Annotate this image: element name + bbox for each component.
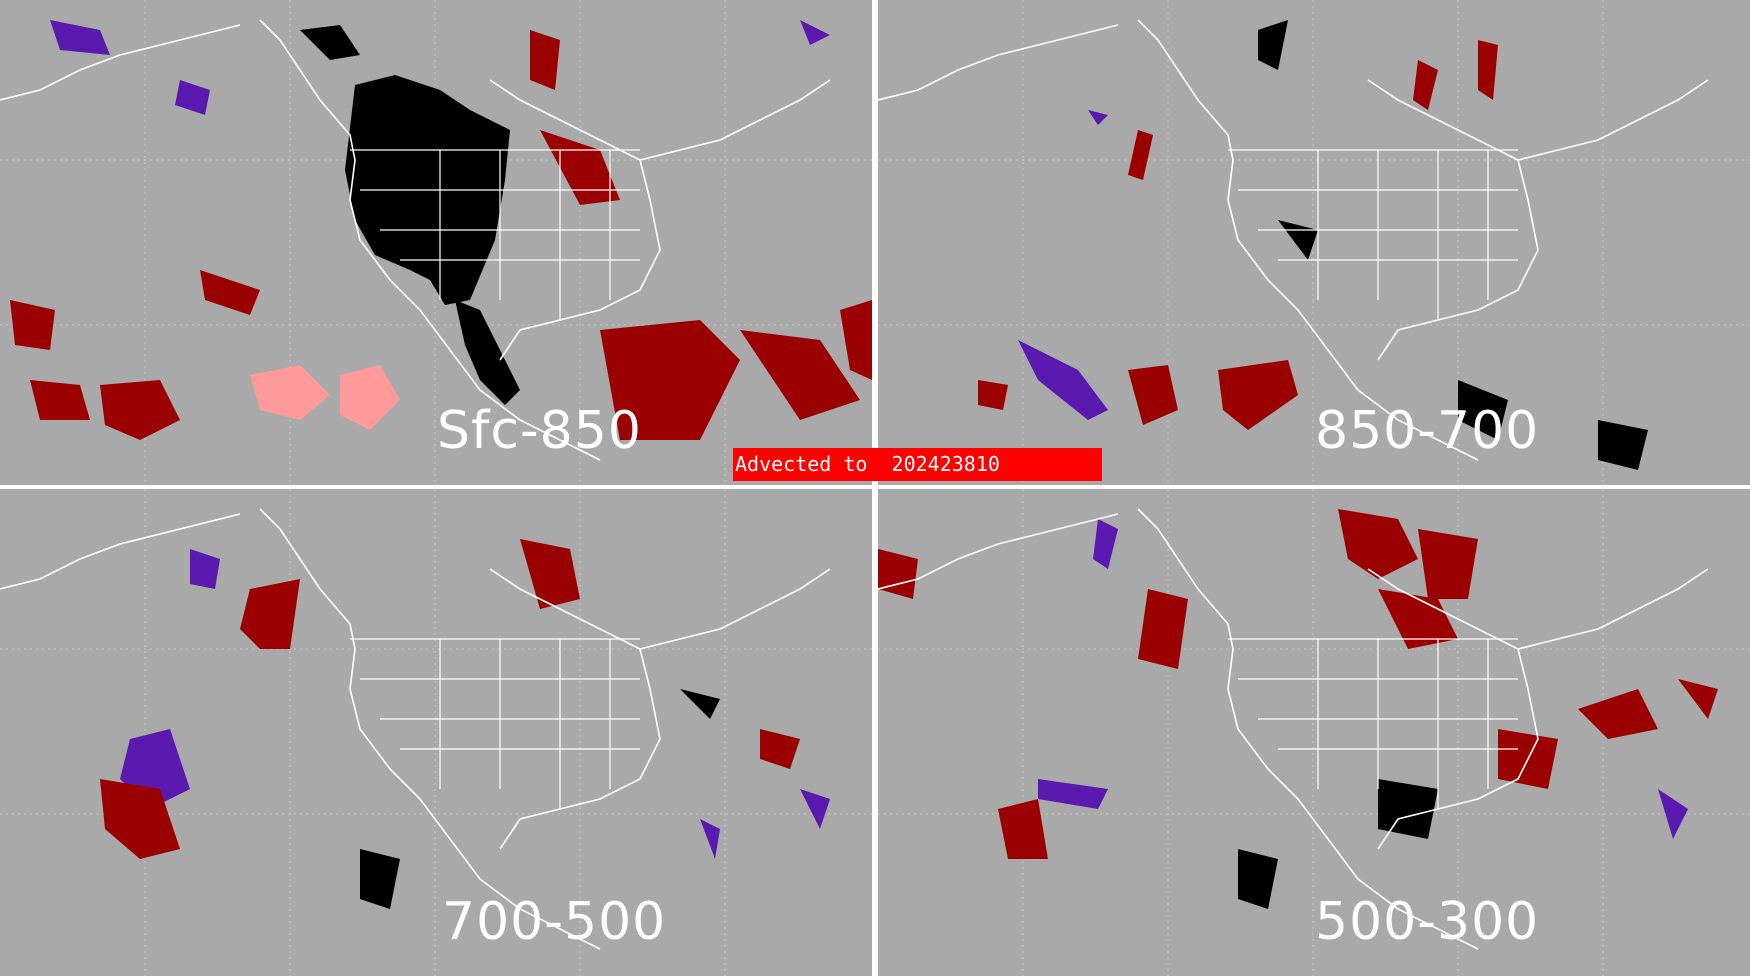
state-borders bbox=[350, 149, 640, 320]
map-500-300 bbox=[878, 489, 1750, 976]
coastlines bbox=[0, 508, 831, 950]
moisture-features bbox=[100, 539, 830, 909]
map-sfc-850 bbox=[0, 0, 872, 485]
state-borders bbox=[350, 638, 640, 809]
panel-700-500: 700-500 bbox=[0, 489, 872, 976]
panel-sfc-850: Sfc-850 bbox=[0, 0, 872, 485]
advection-time-banner: Advected to 202423810 bbox=[733, 448, 1102, 481]
moisture-features bbox=[10, 20, 872, 440]
lat-lon-grid bbox=[0, 0, 872, 485]
lat-lon-grid bbox=[0, 489, 872, 976]
map-850-700 bbox=[878, 0, 1750, 485]
lat-lon-grid bbox=[878, 0, 1750, 485]
moisture-features bbox=[878, 509, 1718, 909]
state-borders bbox=[1228, 638, 1518, 809]
coastlines bbox=[878, 19, 1709, 461]
map-700-500 bbox=[0, 489, 872, 976]
state-borders bbox=[1228, 149, 1518, 320]
coastlines bbox=[0, 19, 831, 461]
moisture-features bbox=[978, 20, 1648, 470]
coastlines bbox=[878, 508, 1709, 950]
layer-label: Sfc-850 bbox=[437, 401, 642, 461]
layer-label: 700-500 bbox=[442, 892, 667, 952]
layer-label: 850-700 bbox=[1315, 401, 1540, 461]
layer-label: 500-300 bbox=[1315, 892, 1540, 952]
panel-500-300: 500-300 bbox=[878, 489, 1750, 976]
panel-850-700: 850-700 bbox=[878, 0, 1750, 485]
